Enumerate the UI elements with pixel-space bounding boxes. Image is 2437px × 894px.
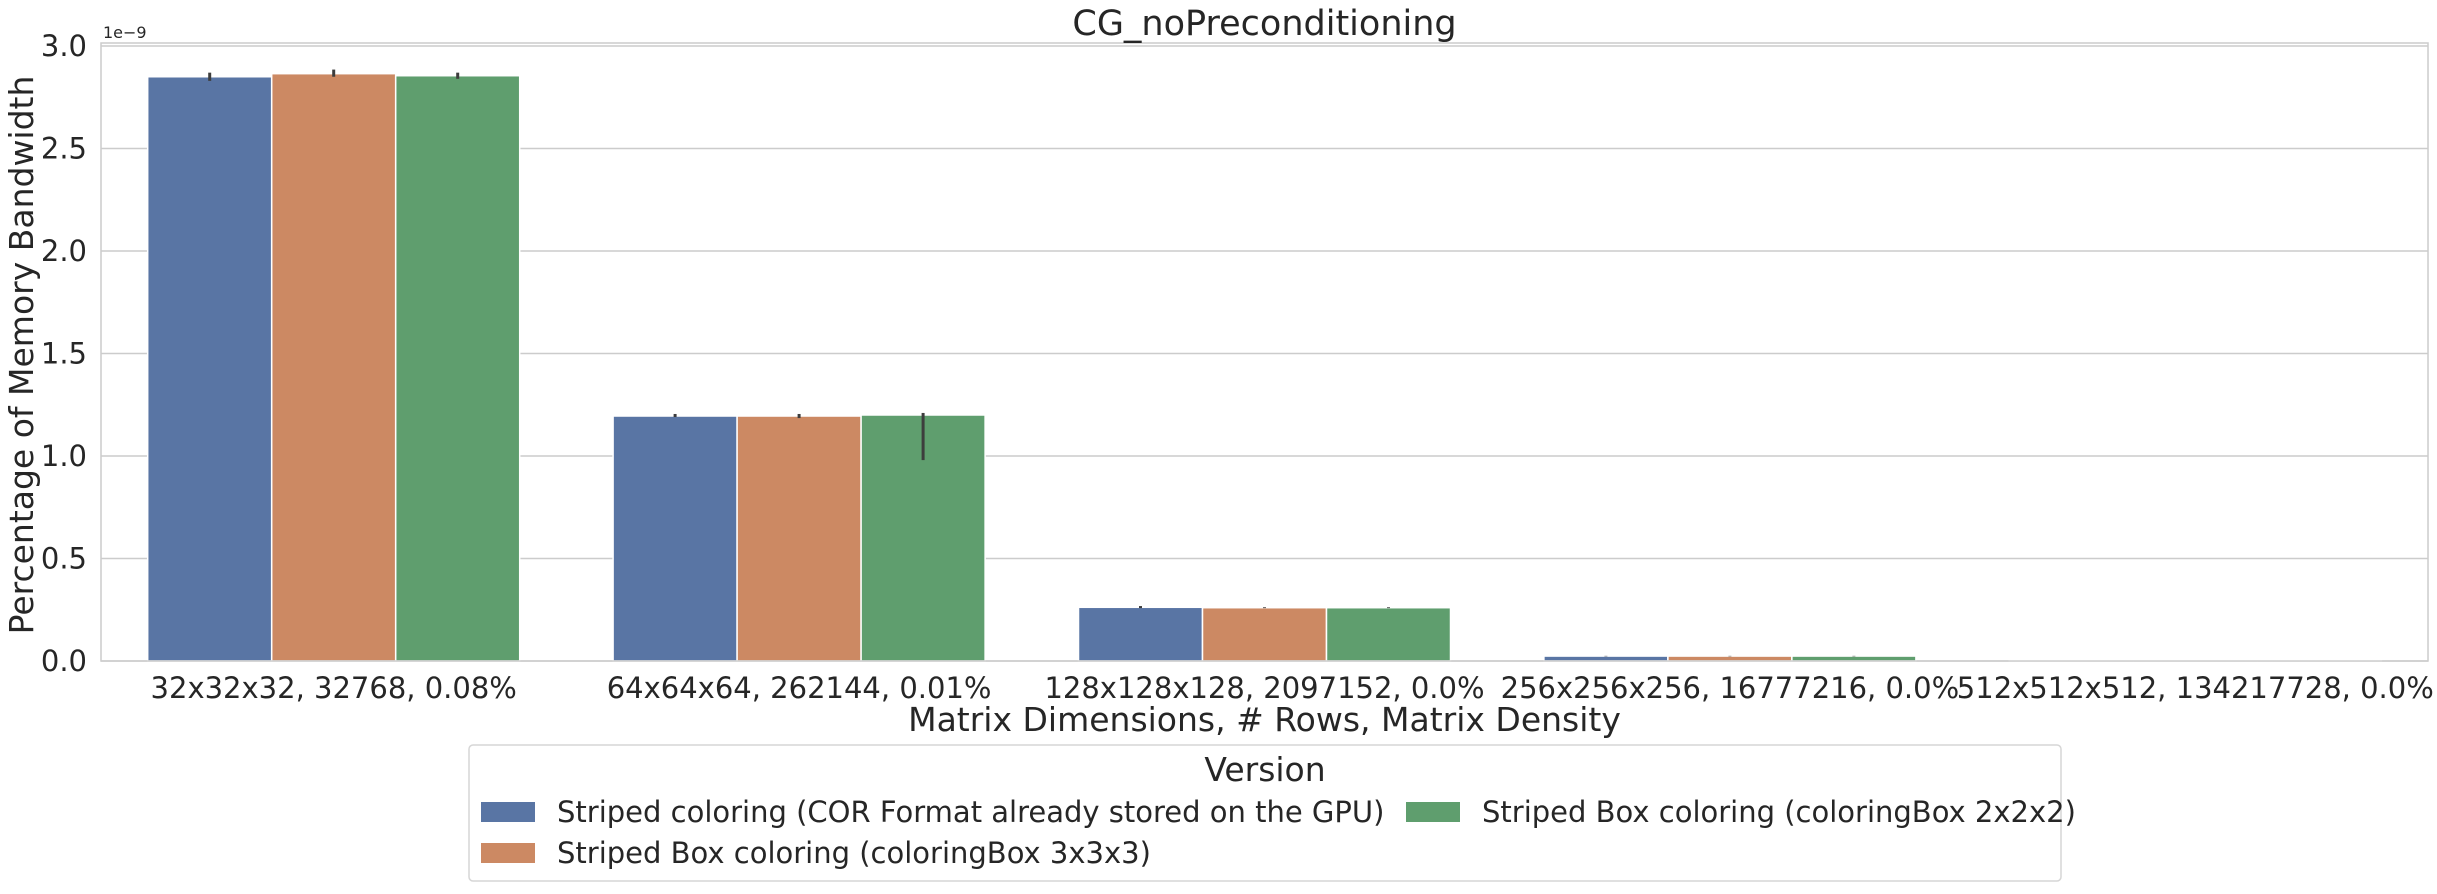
- x-tick-label: 64x64x64, 262144, 0.01%: [607, 671, 992, 705]
- legend-item: Striped Box coloring (coloringBox 3x3x3): [481, 836, 1151, 870]
- error-bars: [208, 69, 1856, 657]
- y-tick-label: 2.5: [41, 132, 87, 166]
- y-tick-label: 0.5: [41, 542, 87, 576]
- y-axis-offset-label: 1e−9: [103, 23, 147, 42]
- y-tick-label: 3.0: [41, 29, 87, 63]
- y-tick-label: 0.0: [41, 644, 87, 678]
- y-tick-label: 1.0: [41, 439, 87, 473]
- bar: [1077, 606, 1204, 662]
- legend-item: Striped coloring (COR Format already sto…: [481, 795, 1384, 829]
- legend-items: Striped coloring (COR Format already sto…: [481, 795, 2076, 870]
- bar: [1325, 606, 1452, 662]
- legend-title: Version: [1204, 750, 1325, 789]
- legend-swatch: [481, 843, 535, 863]
- legend-label: Striped coloring (COR Format already sto…: [557, 795, 1384, 829]
- bar: [736, 415, 862, 662]
- x-tick-label: 512x512x512, 134217728, 0.0%: [1957, 671, 2434, 705]
- chart-title: CG_noPreconditioning: [1072, 4, 1456, 44]
- legend: Version Striped coloring (COR Format alr…: [468, 744, 2076, 882]
- plot-frame: [100, 42, 2429, 662]
- bar: [1201, 606, 1328, 662]
- legend-label: Striped Box coloring (coloringBox 3x3x3): [557, 836, 1151, 870]
- y-tick-labels: 0.0 0.5 1.0 1.5 2.0 2.5 3.0: [41, 29, 87, 678]
- legend-frame: [468, 744, 2062, 882]
- y-axis-label: Percentage of Memory Bandwidth: [2, 76, 41, 635]
- bars: [146, 72, 2383, 662]
- x-tick-label: 32x32x32, 32768, 0.08%: [151, 671, 517, 705]
- x-tick-label: 128x128x128, 2097152, 0.0%: [1044, 671, 1484, 705]
- bar: [146, 76, 273, 662]
- bar: [394, 74, 521, 662]
- x-tick-label: 256x256x256, 16777216, 0.0%: [1501, 671, 1960, 705]
- legend-item: Striped Box coloring (coloringBox 2x2x2): [1406, 795, 2076, 829]
- x-axis-label: Matrix Dimensions, # Rows, Matrix Densit…: [908, 700, 1621, 739]
- bar: [270, 72, 397, 662]
- legend-label: Striped Box coloring (coloringBox 2x2x2): [1482, 795, 2076, 829]
- legend-swatch: [481, 802, 535, 822]
- bar: [612, 415, 738, 662]
- legend-swatch: [1406, 802, 1460, 822]
- y-tick-label: 1.5: [41, 337, 87, 371]
- y-tick-label: 2.0: [41, 234, 87, 268]
- x-tick-labels: 32x32x32, 32768, 0.08% 64x64x64, 262144, …: [151, 671, 2434, 705]
